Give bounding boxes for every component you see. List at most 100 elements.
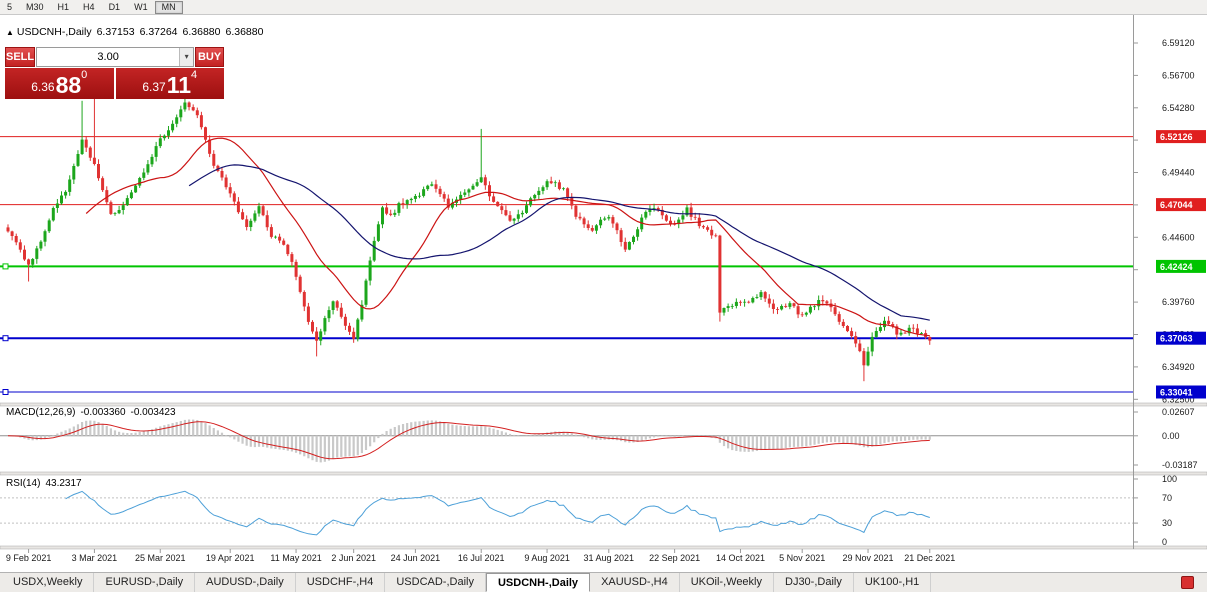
svg-text:0: 0	[1162, 537, 1167, 547]
timeframe-button-5[interactable]: 5	[0, 1, 19, 14]
chart-window: 6.591206.567006.542806.518606.494406.470…	[0, 15, 1207, 572]
svg-text:3 Mar 2021: 3 Mar 2021	[72, 553, 118, 563]
macd-value-2: -0.003423	[130, 407, 176, 418]
moving-average-lines	[85, 137, 930, 337]
price-axis: 6.591206.567006.542806.518606.494406.470…	[1133, 15, 1206, 549]
macd-title: MACD(12,26,9)	[6, 407, 76, 418]
volume-dropdown-arrow-icon[interactable]: ▾	[179, 48, 194, 66]
timeframe-button-m30[interactable]: M30	[19, 1, 51, 14]
one-click-trading-panel: SELL ▾ BUY 6.36 88 0 6.37 11 4	[5, 47, 224, 99]
alert-icon[interactable]	[1181, 576, 1194, 589]
price-level-label	[1156, 331, 1206, 345]
svg-text:24 Jun 2021: 24 Jun 2021	[391, 553, 441, 563]
svg-text:70: 70	[1162, 493, 1172, 503]
buy-price-display[interactable]: 6.37 11 4	[115, 68, 224, 99]
svg-text:100: 100	[1162, 474, 1177, 484]
svg-text:0.00: 0.00	[1162, 431, 1180, 441]
buy-button[interactable]: BUY	[195, 47, 224, 67]
chart-tab-uk100-h1[interactable]: UK100-,H1	[854, 573, 932, 592]
chart-tab-usdcnh-daily[interactable]: USDCNH-,Daily	[485, 573, 591, 592]
time-axis: 9 Feb 2021 3 Mar 2021 25 Mar 2021 19 Apr 20…	[6, 549, 955, 563]
svg-text:6.37063: 6.37063	[1160, 334, 1193, 344]
chart-tab-usdchf-h4[interactable]: USDCHF-,H4	[296, 573, 386, 592]
ohlc-open: 6.37153	[96, 26, 135, 38]
chart-symbol-label: USDCNH-,Daily	[16, 26, 92, 38]
rsi-title: RSI(14)	[6, 478, 41, 489]
chart-tab-xauusd-h4[interactable]: XAUUSD-,H4	[590, 573, 680, 592]
sell-price-prefix: 6.36	[31, 80, 55, 94]
horizontal-level-lines[interactable]	[0, 136, 1133, 395]
panel-separators	[0, 402, 1207, 550]
price-level-label	[1156, 385, 1206, 399]
timeframe-button-mn[interactable]: MN	[154, 0, 183, 14]
timeframe-button-w1[interactable]: W1	[127, 1, 155, 14]
svg-text:6.33041: 6.33041	[1160, 388, 1193, 398]
ma-line-20	[85, 137, 930, 337]
timeframe-button-d1[interactable]: D1	[102, 1, 128, 14]
svg-text:16 Jul 2021: 16 Jul 2021	[458, 553, 505, 563]
volume-field-wrap: ▾	[36, 47, 195, 67]
svg-text:6.44600: 6.44600	[1162, 232, 1195, 242]
sell-price-point: 0	[81, 69, 88, 81]
svg-text:6.39760: 6.39760	[1162, 297, 1195, 307]
svg-text:-0.03187: -0.03187	[1162, 460, 1198, 470]
svg-text:11 May 2021: 11 May 2021	[270, 553, 321, 563]
timeframe-button-h4[interactable]: H4	[76, 1, 102, 14]
svg-text:30: 30	[1162, 518, 1172, 528]
price-chart-canvas[interactable]: 6.591206.567006.542806.518606.494406.470…	[0, 15, 1207, 572]
svg-text:29 Nov 2021: 29 Nov 2021	[842, 553, 893, 563]
svg-text:22 Sep 2021: 22 Sep 2021	[649, 553, 700, 563]
chart-tab-usdx-weekly[interactable]: USDX,Weekly	[2, 573, 95, 592]
svg-text:19 Apr 2021: 19 Apr 2021	[206, 553, 255, 563]
svg-text:31 Aug 2021: 31 Aug 2021	[584, 553, 635, 563]
chart-tab-bar: USDX,Weekly EURUSD-,Daily AUDUSD-,Daily USD…	[0, 572, 1207, 592]
buy-price-point: 4	[191, 69, 198, 81]
timeframe-toolbar: 5 M30 H1 H4 D1 W1 MN	[0, 0, 1207, 15]
sell-button[interactable]: SELL	[5, 47, 36, 67]
svg-text:25 Mar 2021: 25 Mar 2021	[135, 553, 186, 563]
svg-text:6.56700: 6.56700	[1162, 70, 1195, 80]
price-level-label	[1156, 130, 1206, 144]
ohlc-high: 6.37264	[139, 26, 178, 38]
svg-text:9 Feb 2021: 9 Feb 2021	[6, 553, 52, 563]
rsi-panel	[0, 490, 1133, 536]
sell-price-pips: 88	[55, 72, 82, 98]
svg-text:9 Aug 2021: 9 Aug 2021	[524, 553, 570, 563]
svg-text:6.47044: 6.47044	[1160, 200, 1193, 210]
svg-text:6.52126: 6.52126	[1160, 132, 1193, 142]
ohlc-close: 6.36880	[225, 26, 264, 38]
rsi-value: 43.2317	[45, 478, 82, 489]
ma-line-45	[188, 164, 930, 321]
volume-input[interactable]	[37, 48, 180, 66]
svg-text:14 Oct 2021: 14 Oct 2021	[716, 553, 765, 563]
rsi-line	[65, 490, 930, 536]
price-level-label	[1156, 198, 1206, 212]
svg-text:6.42424: 6.42424	[1160, 262, 1193, 272]
macd-panel	[0, 419, 1133, 463]
macd-value-1: -0.003360	[80, 407, 126, 418]
svg-text:6.34920: 6.34920	[1162, 362, 1195, 372]
buy-price-prefix: 6.37	[142, 80, 166, 94]
timeframe-button-h1[interactable]: H1	[51, 1, 77, 14]
svg-text:6.49440: 6.49440	[1162, 168, 1195, 178]
collapse-panel-icon[interactable]: ▲	[6, 28, 14, 37]
svg-text:0.02607: 0.02607	[1162, 407, 1195, 417]
rsi-indicator-label: RSI(14) 43.2317	[6, 478, 87, 489]
svg-text:21 Dec 2021: 21 Dec 2021	[904, 553, 955, 563]
svg-text:5 Nov 2021: 5 Nov 2021	[779, 553, 825, 563]
svg-text:6.59120: 6.59120	[1162, 38, 1195, 48]
svg-text:6.32500: 6.32500	[1162, 394, 1195, 404]
sell-price-display[interactable]: 6.36 88 0	[5, 68, 114, 99]
macd-indicator-label: MACD(12,26,9) -0.003360 -0.003423	[6, 407, 181, 418]
chart-tab-usdcad-daily[interactable]: USDCAD-,Daily	[385, 573, 486, 592]
macd-signal-line	[7, 421, 930, 460]
chart-tab-dj30-daily[interactable]: DJ30-,Daily	[774, 573, 854, 592]
price-level-label	[1156, 259, 1206, 273]
buy-price-pips: 11	[166, 72, 192, 98]
chart-tab-audusd-daily[interactable]: AUDUSD-,Daily	[195, 573, 296, 592]
chart-ohlc-header: ▲ USDCNH-,Daily 6.37153 6.37264 6.36880 6.368…	[6, 26, 268, 38]
chart-tab-eurusd-daily[interactable]: EURUSD-,Daily	[94, 573, 196, 592]
chart-tabs: USDX,Weekly EURUSD-,Daily AUDUSD-,Daily USD…	[2, 573, 932, 592]
chart-tab-ukoil-weekly[interactable]: UKOil-,Weekly	[680, 573, 774, 592]
svg-text:6.54280: 6.54280	[1162, 103, 1195, 113]
